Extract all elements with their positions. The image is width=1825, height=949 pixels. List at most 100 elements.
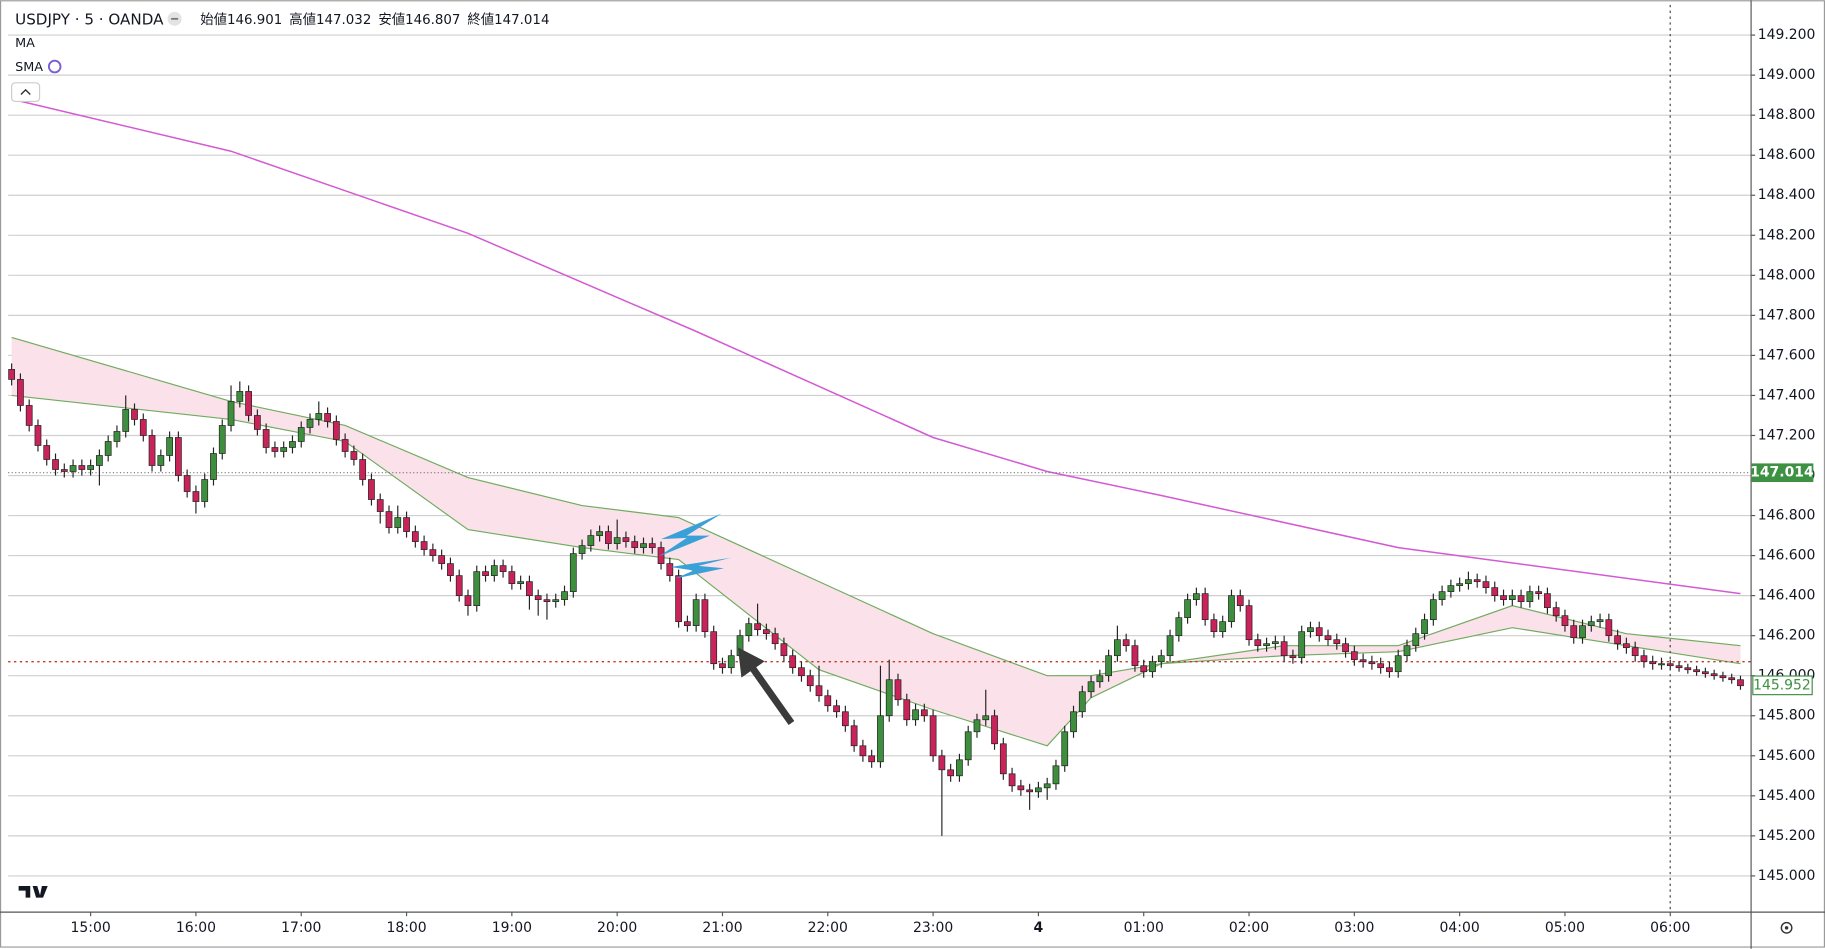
candle-body — [1157, 655, 1165, 663]
candle-body — [964, 731, 972, 761]
settings-icon[interactable] — [1780, 921, 1793, 934]
candle-body — [1105, 655, 1112, 677]
candle-body — [1122, 639, 1130, 647]
y-tick-label: 145.400 — [1758, 788, 1816, 804]
candle-body — [1719, 675, 1727, 679]
candle-body — [315, 413, 323, 420]
candle-body — [306, 419, 314, 428]
candle-body — [534, 595, 542, 600]
candle-body — [526, 581, 533, 596]
y-tick-label: 148.400 — [1758, 187, 1816, 203]
band-upper — [11, 336, 1741, 677]
candle-body — [1368, 661, 1376, 665]
candle-body — [859, 745, 867, 757]
candle-body — [1254, 639, 1262, 647]
candle-body — [192, 491, 200, 502]
candle-body — [648, 543, 656, 548]
candle-body — [1500, 595, 1507, 600]
x-tick-label: 15:00 — [71, 920, 111, 936]
candle-body — [297, 427, 305, 442]
y-tick-label: 145.200 — [1758, 828, 1816, 844]
candle-body — [394, 517, 402, 528]
ohlc-label: 安値 — [378, 12, 405, 28]
candle-body — [1561, 615, 1569, 627]
candle-body — [1219, 621, 1227, 633]
symbol: USDJPY · 5 · OANDA — [15, 10, 164, 28]
candle-body — [1350, 651, 1358, 661]
candle-body — [1324, 635, 1332, 641]
candle-body — [868, 755, 876, 763]
candle-body — [271, 447, 279, 452]
candle-body — [1579, 625, 1586, 639]
candle-body — [920, 709, 928, 717]
candle-body — [885, 679, 893, 717]
candle-body — [508, 571, 516, 584]
candle-body — [1614, 635, 1621, 645]
x-tick-label: 23:00 — [913, 920, 953, 936]
candle-body — [438, 555, 446, 564]
candle-body — [1114, 639, 1121, 657]
candle-body — [1377, 663, 1385, 669]
candle-body — [912, 709, 919, 721]
candle-body — [833, 705, 840, 713]
y-tick-label: 149.200 — [1758, 27, 1816, 43]
candle-body — [175, 437, 182, 476]
candle-body — [1649, 661, 1657, 665]
x-tick-label: 18:00 — [386, 920, 426, 936]
candle-body — [1386, 667, 1393, 673]
candle-body — [87, 465, 94, 470]
candle-body — [455, 575, 463, 596]
candle-body — [122, 409, 130, 432]
candle-body — [587, 535, 595, 546]
candle-body — [1043, 783, 1051, 789]
collapse-button[interactable] — [11, 82, 41, 103]
candle-body — [710, 631, 718, 665]
settings-icon — [1784, 926, 1789, 930]
candle-body — [403, 517, 410, 532]
candle-body — [245, 391, 252, 416]
candle-body — [824, 695, 832, 707]
candle-body — [754, 623, 761, 631]
candle-body — [1149, 661, 1156, 673]
candle-body — [1359, 659, 1367, 663]
candle-body — [552, 599, 560, 602]
candle-body — [201, 479, 209, 502]
candle-body — [262, 429, 270, 448]
candle-body — [1078, 691, 1086, 713]
candle-body — [1482, 581, 1490, 588]
candle-body — [1526, 591, 1534, 602]
candle-body — [1508, 595, 1516, 600]
candle-body — [350, 451, 358, 460]
x-tick-label: 20:00 — [597, 920, 637, 936]
candle-body — [280, 447, 288, 452]
y-tick-label: 149.000 — [1758, 67, 1816, 83]
candle-body — [1333, 639, 1341, 645]
y-tick-label: 148.200 — [1758, 227, 1816, 243]
candle-body — [903, 699, 911, 721]
candle-body — [253, 415, 261, 430]
candle-body — [973, 719, 981, 733]
band-lower — [11, 394, 1741, 747]
candle-body — [96, 455, 103, 466]
candle-body — [1017, 785, 1025, 791]
candle-body — [1210, 619, 1218, 633]
candle-body — [1131, 645, 1139, 667]
candle-body — [157, 455, 165, 466]
candle-body — [789, 655, 797, 669]
gray-arrow-head — [737, 647, 765, 678]
candle-body — [1140, 665, 1148, 673]
candle-body — [1087, 681, 1095, 693]
candle-body — [1658, 663, 1665, 666]
candle-body — [894, 679, 902, 701]
ohlc-value: 147.032 — [316, 13, 371, 28]
candle-body — [341, 439, 349, 452]
candle-body — [1517, 595, 1525, 602]
candle-body — [727, 655, 735, 669]
candle-body — [684, 621, 691, 627]
candle-body — [289, 441, 296, 448]
candle-body — [1552, 607, 1560, 617]
candle-body — [640, 543, 647, 548]
candle-body — [1026, 789, 1034, 793]
